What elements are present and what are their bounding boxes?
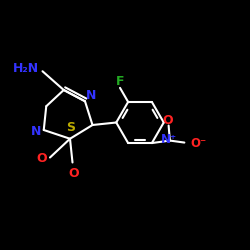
Text: O: O — [36, 152, 47, 165]
Text: N: N — [31, 125, 42, 138]
Text: S: S — [66, 121, 75, 134]
Text: N⁺: N⁺ — [161, 133, 178, 146]
Text: O: O — [162, 114, 173, 126]
Text: O: O — [68, 167, 79, 180]
Text: F: F — [116, 75, 124, 88]
Text: N: N — [86, 89, 97, 102]
Text: O⁻: O⁻ — [190, 136, 206, 149]
Text: H₂N: H₂N — [13, 62, 40, 75]
